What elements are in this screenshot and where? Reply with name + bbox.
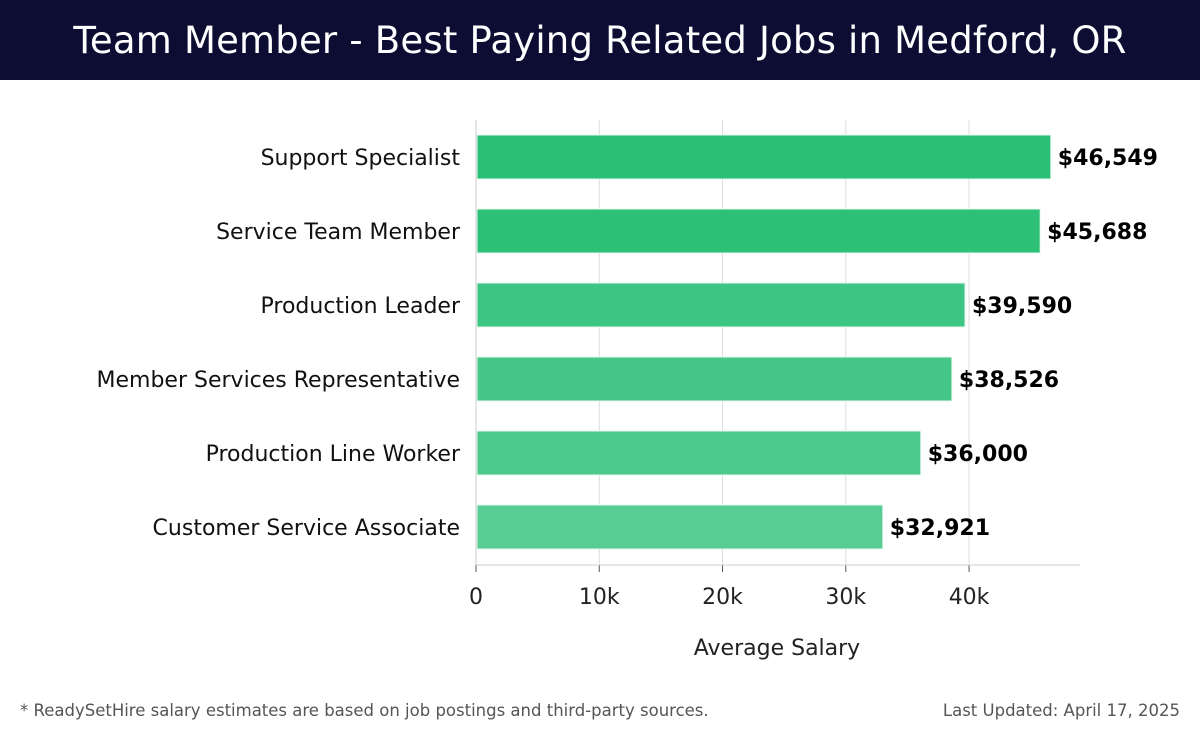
chart-header: Team Member - Best Paying Related Jobs i… (0, 0, 1200, 80)
category-label: Support Specialist (261, 146, 461, 171)
bar (476, 504, 884, 550)
footer-note: * ReadySetHire salary estimates are base… (20, 701, 709, 720)
category-label: Production Leader (261, 294, 461, 319)
grid-lines (598, 120, 970, 565)
bar (476, 430, 922, 476)
bar (476, 208, 1041, 254)
x-tick-label: 30k (825, 585, 866, 610)
bars (476, 134, 1052, 550)
bar (476, 282, 966, 328)
value-labels: $46,549 $45,688 $39,590 $38,526 $36,000 $32,9… (890, 146, 1158, 541)
bar-chart: Support Specialist Service Team Member Pro… (97, 120, 1158, 661)
value-label: $39,590 (972, 294, 1072, 319)
category-label: Production Line Worker (206, 442, 461, 467)
category-label: Customer Service Associate (153, 516, 460, 541)
last-updated: Last Updated: April 17, 2025 (942, 701, 1180, 720)
value-label: $46,549 (1058, 146, 1158, 171)
x-tick-label: 10k (579, 585, 620, 610)
chart-title: Team Member - Best Paying Related Jobs i… (73, 18, 1127, 62)
bar (476, 134, 1052, 180)
chart-area: Support Specialist Service Team Member Pro… (0, 80, 1200, 680)
category-label: Service Team Member (216, 220, 461, 245)
value-label: $36,000 (928, 442, 1028, 467)
x-tick-label: 40k (949, 585, 990, 610)
value-label: $45,688 (1047, 220, 1147, 245)
bar (476, 356, 953, 402)
value-label: $32,921 (890, 516, 990, 541)
x-tick-label: 0 (469, 585, 483, 610)
x-axis: 0 10k 20k 30k 40k (469, 120, 1080, 610)
category-labels: Support Specialist Service Team Member Pro… (97, 146, 461, 541)
value-label: $38,526 (959, 368, 1059, 393)
x-axis-label: Average Salary (694, 636, 860, 661)
x-tick-label: 20k (702, 585, 743, 610)
category-label: Member Services Representative (97, 368, 460, 393)
